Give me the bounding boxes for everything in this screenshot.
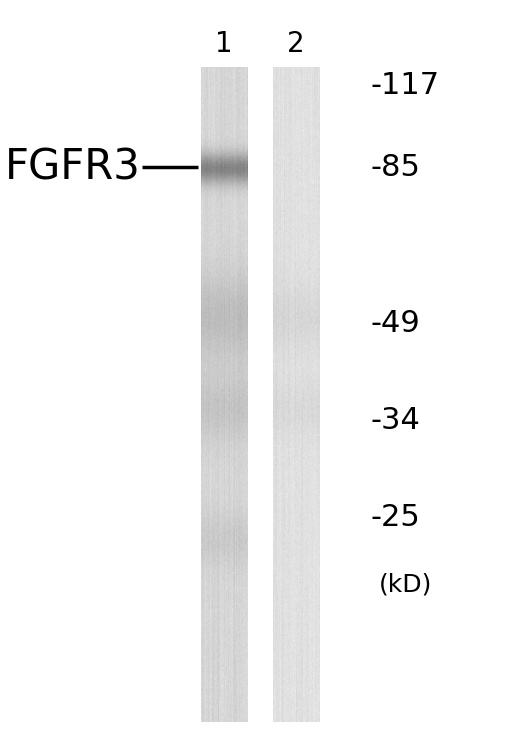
Text: 1: 1 [215,30,233,58]
Text: -85: -85 [371,153,421,182]
Text: (kD): (kD) [379,572,432,596]
Text: -49: -49 [371,310,421,338]
Text: FGFR3: FGFR3 [5,147,141,188]
Text: -117: -117 [371,71,440,100]
Text: -25: -25 [371,503,421,531]
Text: -34: -34 [371,406,421,434]
Text: 2: 2 [287,30,305,58]
